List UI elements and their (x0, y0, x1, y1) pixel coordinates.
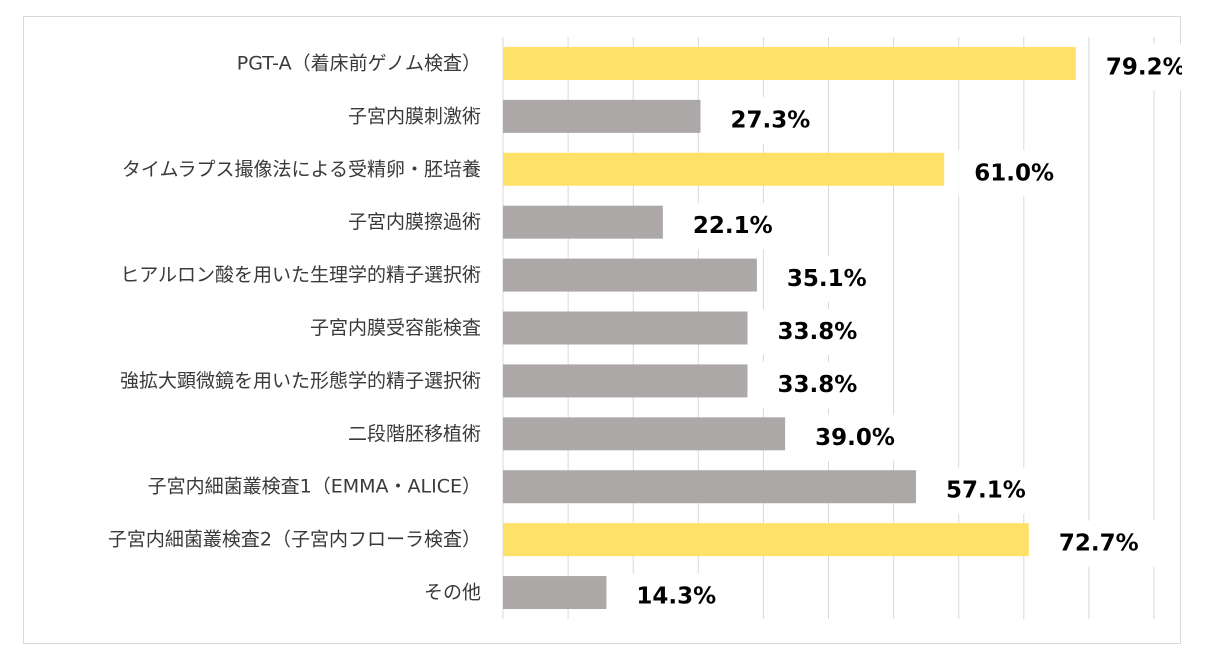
value-label-1: 27.3% (730, 107, 810, 133)
category-label-5: 子宮内膜受容能検査 (310, 317, 481, 339)
bar-5 (503, 311, 748, 345)
value-label-bg-8 (930, 467, 1042, 514)
value-label-6: 33.8% (777, 372, 857, 398)
value-label-10: 14.3% (636, 584, 716, 610)
category-label-6: 強拡大顕微鏡を用いた形態学的精子選択術 (120, 370, 481, 392)
value-label-bg-10 (620, 573, 733, 620)
bar-8 (503, 470, 917, 504)
bar-0 (503, 46, 1076, 80)
value-label-bg-4 (770, 256, 883, 303)
bar-7 (503, 417, 786, 451)
value-label-4: 35.1% (787, 266, 867, 292)
value-label-bg-5 (761, 309, 874, 355)
value-label-7: 39.0% (815, 425, 895, 451)
bar-10 (503, 576, 607, 610)
value-label-bg-2 (958, 150, 1071, 197)
value-label-bg-0 (1089, 44, 1182, 91)
value-label-3: 22.1% (693, 213, 773, 239)
value-label-8: 57.1% (946, 478, 1026, 504)
value-label-bg-6 (761, 361, 874, 408)
category-labels: PGT-A（着床前ゲノム検査） 子宮内膜刺激術タイムラプス撮像法による受精卵・胚培… (108, 52, 481, 603)
bar-6 (503, 364, 748, 398)
chart-frame: PGT-A（着床前ゲノム検査） 子宮内膜刺激術タイムラプス撮像法による受精卵・胚培… (23, 16, 1182, 644)
bar-chart: PGT-A（着床前ゲノム検査） 子宮内膜刺激術タイムラプス撮像法による受精卵・胚培… (108, 37, 1182, 620)
value-label-9: 72.7% (1059, 531, 1139, 557)
bar-3 (503, 205, 663, 239)
value-label-bg-1 (714, 97, 827, 144)
value-label-5: 33.8% (777, 319, 857, 345)
value-label-bg-9 (1042, 520, 1155, 567)
bar-2 (503, 152, 945, 186)
category-label-0: PGT-A（着床前ゲノム検査） (237, 52, 481, 74)
value-label-bg-3 (676, 203, 789, 250)
category-label-9: 子宮内細菌叢検査2（子宮内フローラ検査） (108, 529, 481, 551)
bar-4 (503, 258, 757, 292)
value-label-bg-7 (799, 414, 911, 461)
category-label-3: 子宮内膜擦過術 (348, 211, 481, 233)
category-label-4: ヒアルロン酸を用いた生理学的精子選択術 (120, 264, 481, 286)
category-label-1: 子宮内膜刺激術 (348, 105, 481, 127)
value-label-0: 79.2% (1106, 54, 1182, 80)
category-label-7: 二段階胚移植術 (348, 423, 481, 445)
bars (503, 46, 1076, 610)
value-labels: 79.2% 27.3% 61.0% 22.1% 35.1% 33.8% 33.8% 39.0%… (620, 44, 1182, 620)
bar-1 (503, 99, 701, 133)
category-label-2: タイムラプス撮像法による受精卵・胚培養 (122, 158, 481, 180)
category-label-8: 子宮内細菌叢検査1（EMMA・ALICE） (148, 476, 481, 498)
value-label-2: 61.0% (974, 160, 1054, 186)
bar-9 (503, 523, 1029, 557)
category-label-10: その他 (424, 582, 481, 604)
